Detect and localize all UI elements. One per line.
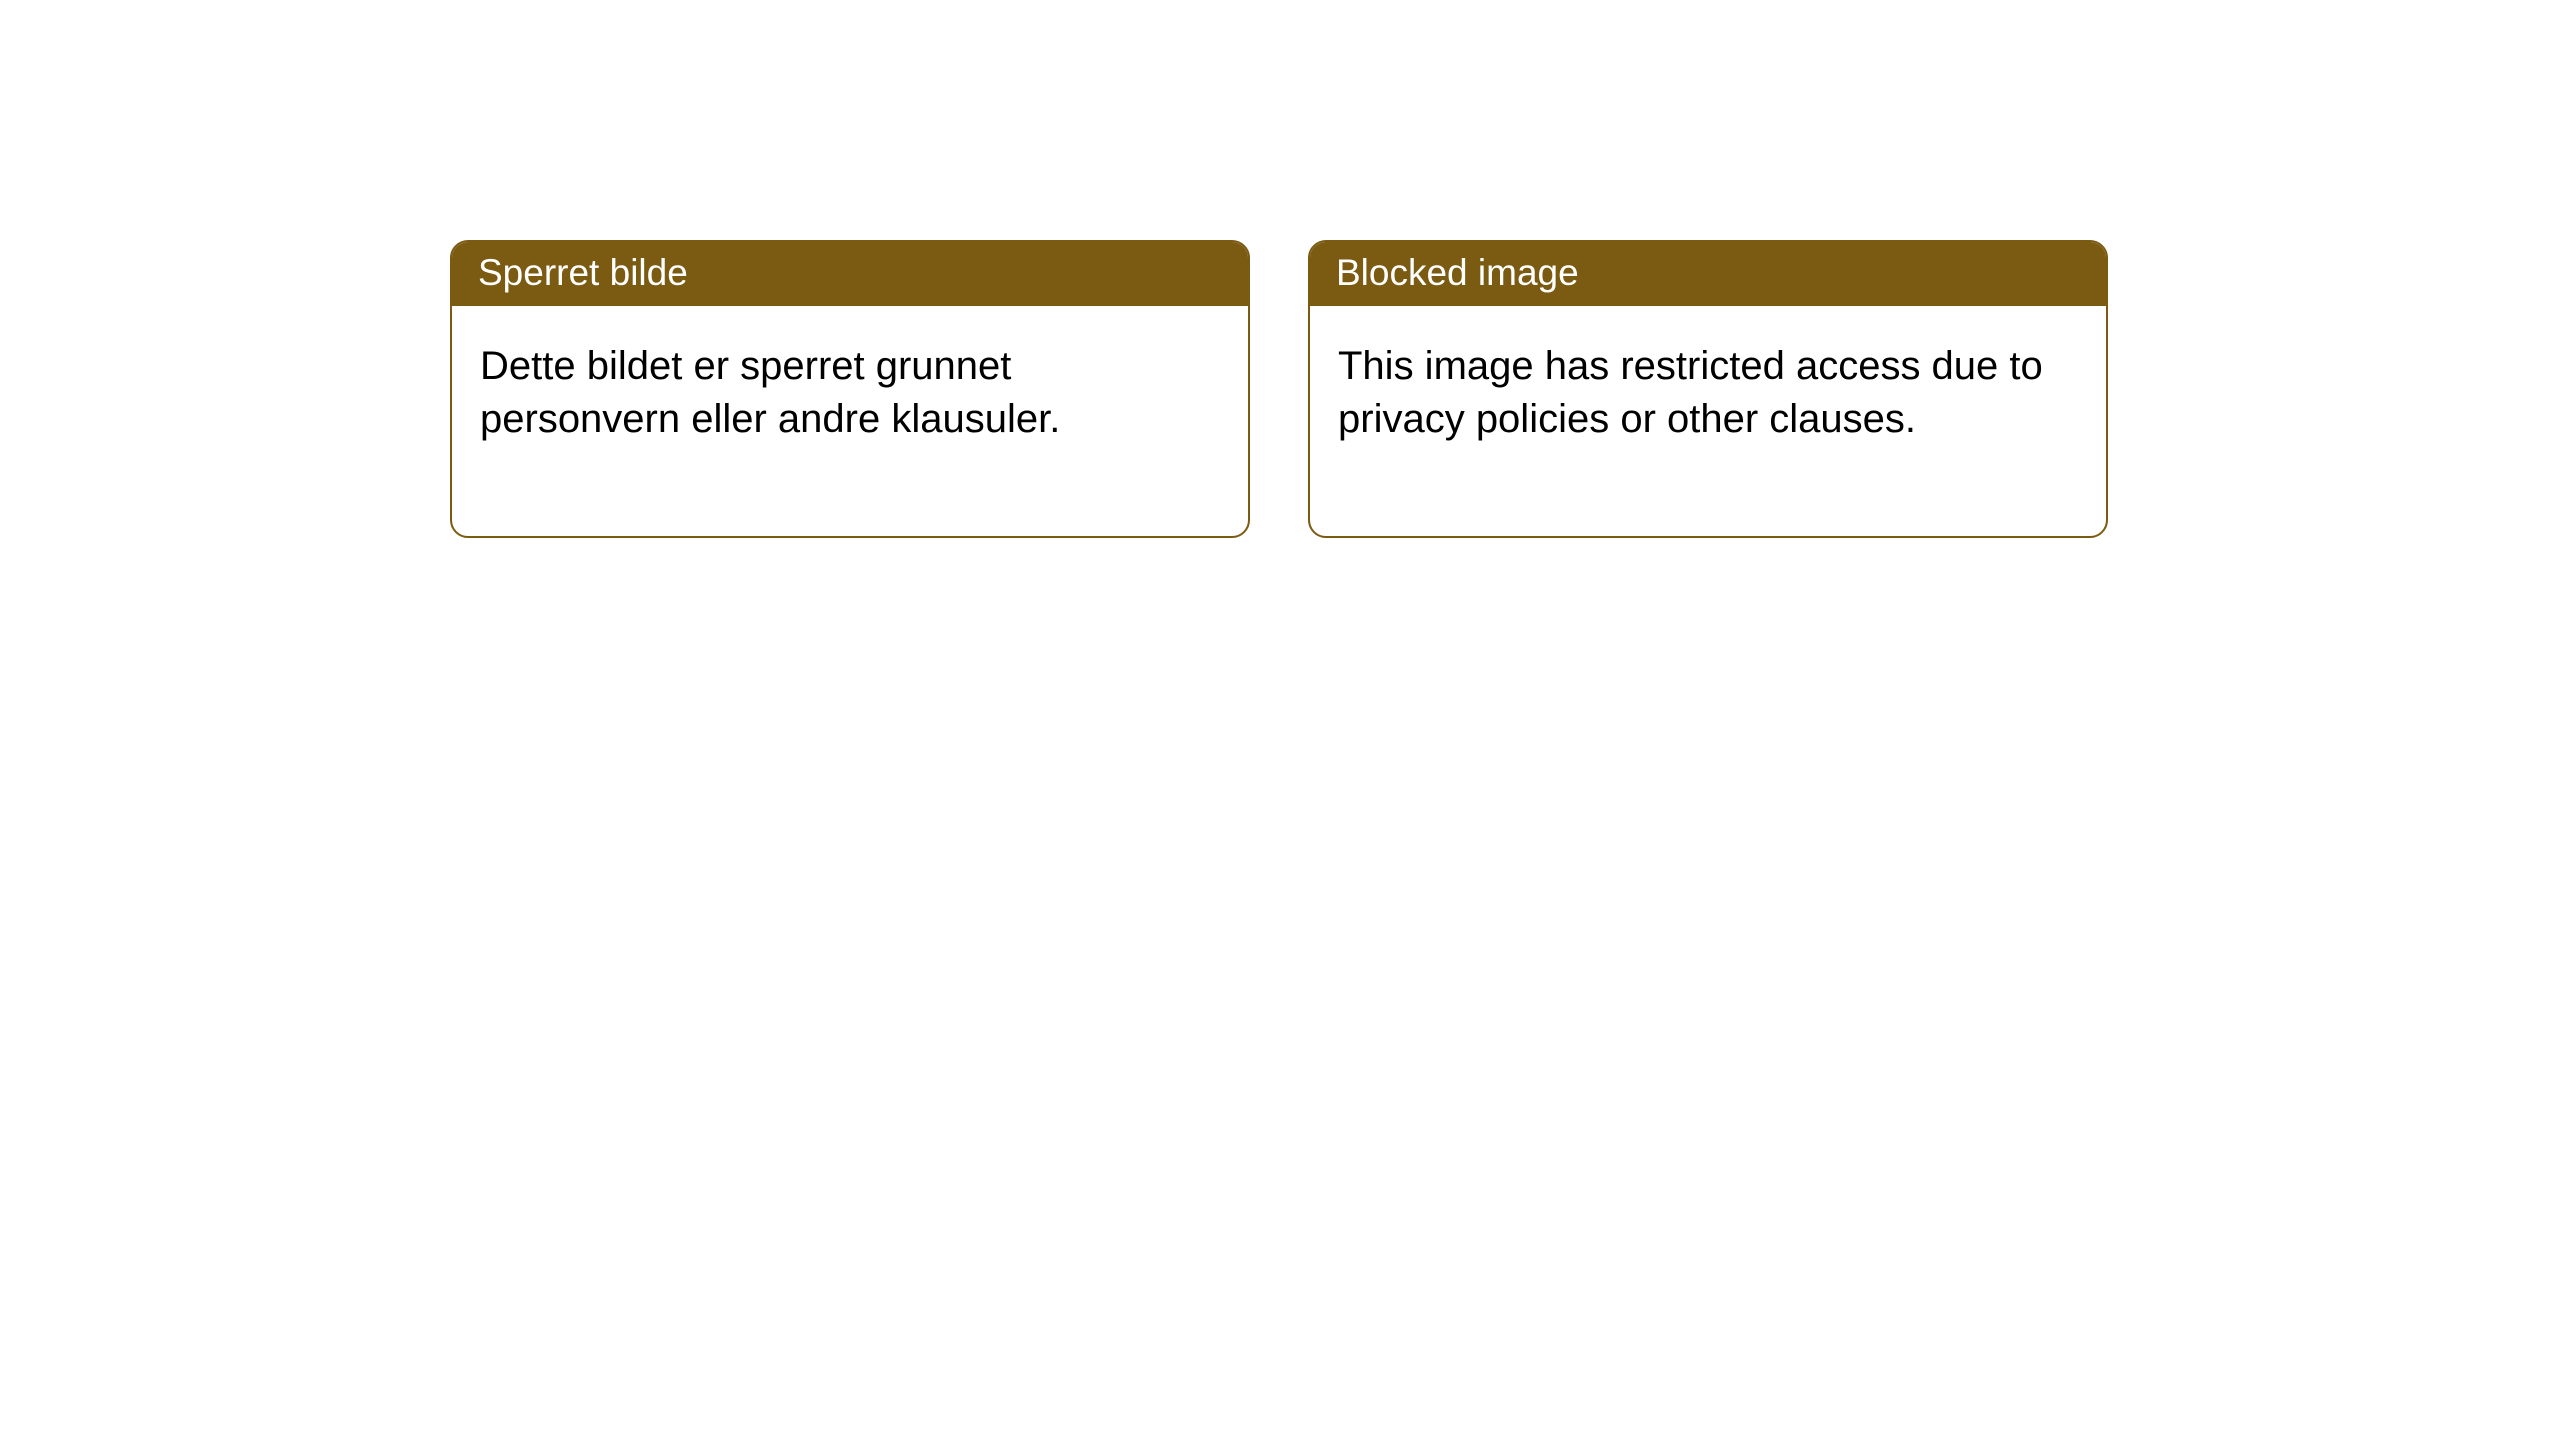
notice-card-english: Blocked image This image has restricted … — [1308, 240, 2108, 538]
notice-card-norwegian: Sperret bilde Dette bildet er sperret gr… — [450, 240, 1250, 538]
notice-header-english: Blocked image — [1310, 242, 2106, 306]
notice-container: Sperret bilde Dette bildet er sperret gr… — [450, 240, 2108, 538]
notice-body-norwegian: Dette bildet er sperret grunnet personve… — [452, 306, 1248, 536]
notice-body-english: This image has restricted access due to … — [1310, 306, 2106, 536]
notice-header-norwegian: Sperret bilde — [452, 242, 1248, 306]
